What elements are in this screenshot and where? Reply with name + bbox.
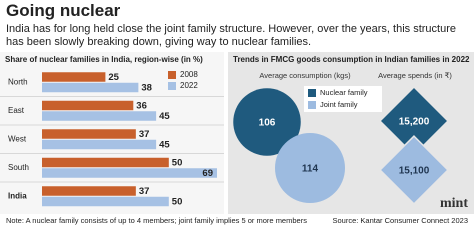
bar: [42, 157, 169, 168]
bubble: [275, 133, 345, 203]
legend-label: Nuclear family: [320, 88, 368, 97]
legend-swatch: [308, 101, 316, 109]
value-label: 25: [108, 72, 119, 83]
value-label: 45: [159, 140, 170, 151]
bar: [42, 196, 169, 207]
legend-swatch: [168, 82, 176, 90]
bar: [42, 111, 157, 121]
panel-subtitle: Average spends (in ₹): [378, 71, 452, 80]
bar: [42, 186, 136, 196]
bubble: [233, 88, 301, 156]
value-label: 37: [139, 186, 150, 197]
legend-box: [304, 86, 382, 112]
category-label: South: [8, 163, 29, 172]
value-label: 50: [172, 197, 183, 208]
category-label: India: [8, 191, 27, 200]
note: Note: A nuclear family consists of up to…: [6, 216, 307, 225]
panel-title: Trends in FMCG goods consumption in Indi…: [233, 55, 470, 64]
value-label: 15,100: [399, 166, 430, 177]
value-label: 38: [141, 83, 152, 94]
panel-title: Share of nuclear families in India, regi…: [5, 55, 203, 64]
category-label: North: [8, 77, 28, 86]
value-label: 36: [136, 101, 147, 112]
headline: Going nuclear: [6, 1, 121, 20]
legend-label: Joint family: [320, 100, 358, 109]
panel-subtitle: Average consumption (kgs): [259, 71, 351, 80]
legend-swatch: [168, 71, 176, 79]
value-label: 45: [159, 111, 170, 122]
diamond: [379, 135, 449, 205]
bar: [42, 129, 136, 139]
source: Source: Kantar Consumer Connect 2023: [332, 216, 469, 225]
value-label: 114: [302, 164, 319, 175]
category-label: West: [8, 134, 27, 143]
legend-label: 2022: [180, 81, 198, 90]
bar: [42, 168, 217, 178]
bar: [42, 72, 106, 82]
logo: mint: [440, 196, 468, 211]
value-label: 69: [202, 168, 213, 179]
value-label: 106: [259, 118, 276, 129]
legend-label: 2008: [180, 70, 198, 79]
value-label: 37: [139, 129, 150, 140]
category-label: East: [8, 106, 25, 115]
value-label: 15,200: [399, 117, 430, 128]
subtitle: India has for long held close the joint …: [6, 23, 456, 48]
bar: [42, 100, 134, 111]
bar: [42, 139, 157, 150]
value-label: 50: [172, 158, 183, 169]
bar: [42, 82, 139, 93]
legend-swatch: [308, 89, 316, 97]
chart: Share of nuclear families in India, regi…: [0, 52, 474, 214]
infographic: Share of nuclear families in India, regi…: [0, 1, 474, 225]
